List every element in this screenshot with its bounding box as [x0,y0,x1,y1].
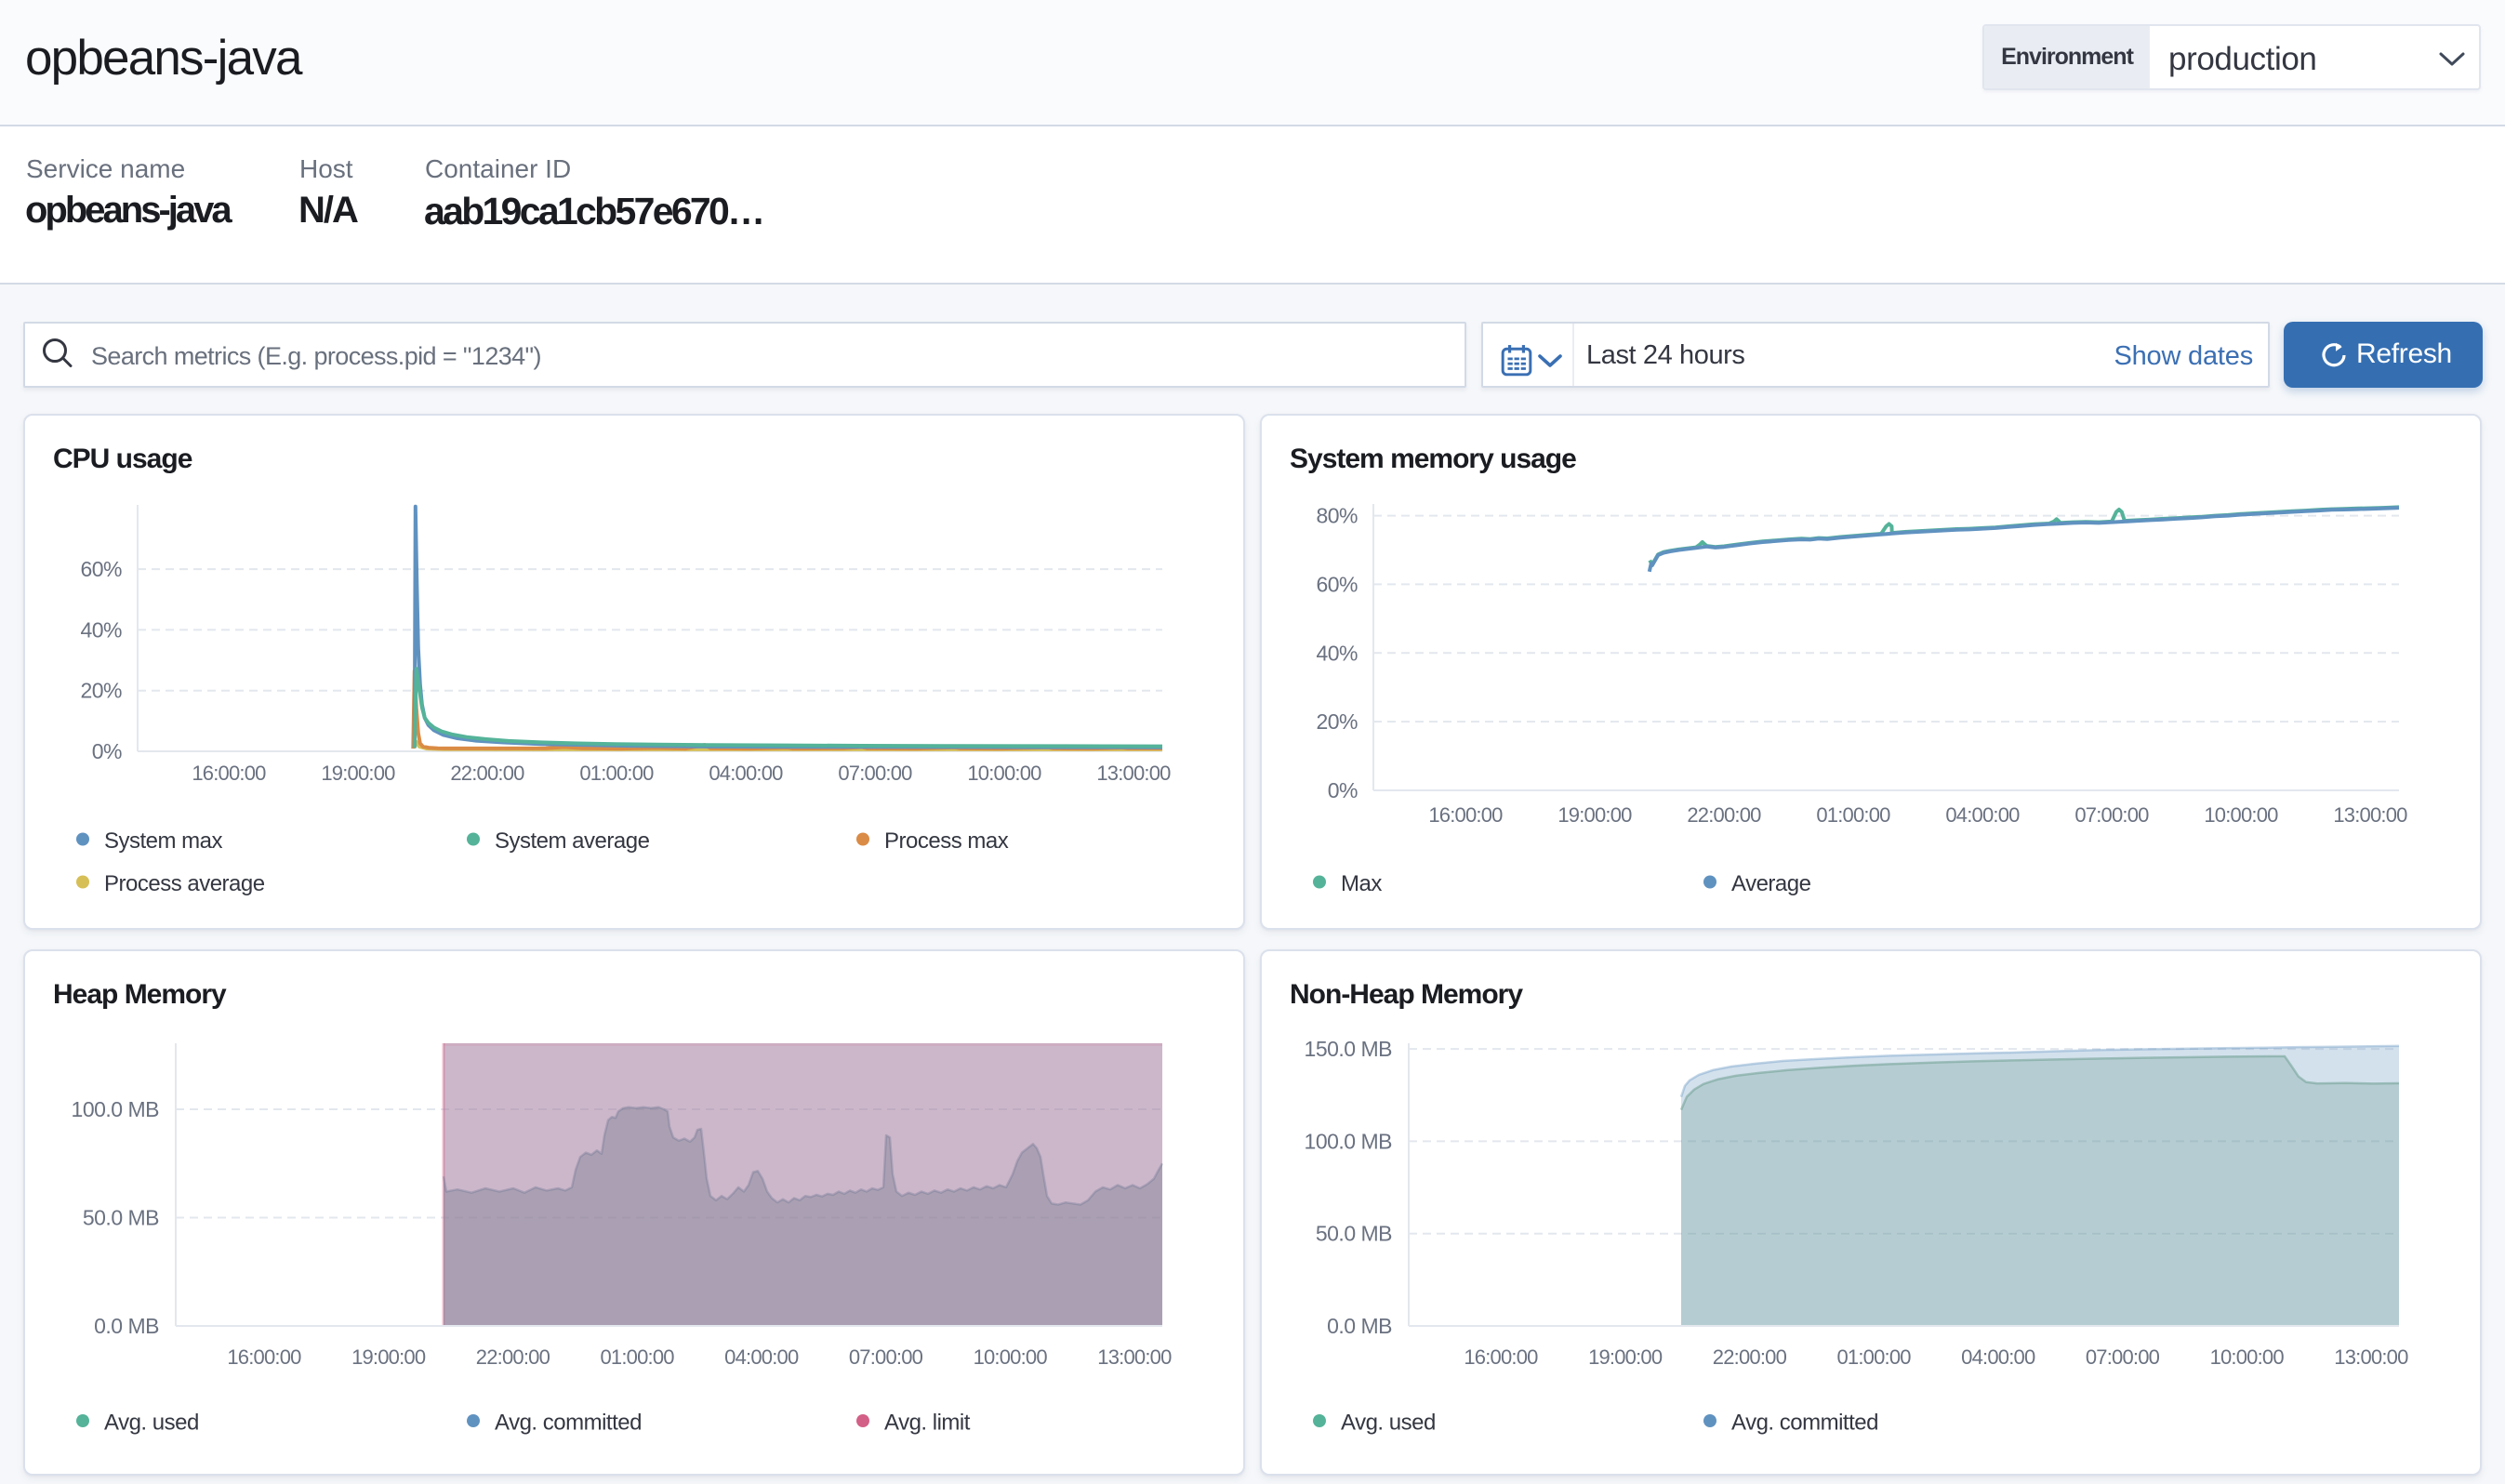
svg-text:04:00:00: 04:00:00 [1945,803,2020,827]
svg-text:60%: 60% [80,557,122,581]
svg-text:100.0 MB: 100.0 MB [1305,1129,1393,1153]
svg-text:10:00:00: 10:00:00 [967,762,1041,785]
svg-text:07:00:00: 07:00:00 [2074,803,2149,827]
svg-text:19:00:00: 19:00:00 [1557,803,1632,827]
svg-text:22:00:00: 22:00:00 [1687,803,1761,827]
svg-text:10:00:00: 10:00:00 [974,1345,1048,1369]
svg-text:07:00:00: 07:00:00 [849,1345,923,1369]
svg-text:0.0 MB: 0.0 MB [94,1314,159,1338]
svg-text:07:00:00: 07:00:00 [2086,1345,2160,1369]
svg-text:04:00:00: 04:00:00 [724,1345,799,1369]
svg-text:01:00:00: 01:00:00 [600,1345,674,1369]
svg-text:0.0 MB: 0.0 MB [1327,1314,1392,1338]
svg-text:22:00:00: 22:00:00 [450,762,524,785]
svg-text:16:00:00: 16:00:00 [1428,803,1503,827]
svg-text:13:00:00: 13:00:00 [1096,762,1171,785]
svg-text:04:00:00: 04:00:00 [709,762,783,785]
svg-text:19:00:00: 19:00:00 [1588,1345,1663,1369]
svg-text:System average: System average [495,828,650,854]
svg-text:40%: 40% [80,617,122,642]
svg-text:16:00:00: 16:00:00 [227,1345,301,1369]
svg-text:150.0 MB: 150.0 MB [1305,1037,1393,1061]
svg-text:0%: 0% [1328,778,1358,802]
svg-text:50.0 MB: 50.0 MB [83,1206,159,1230]
svg-text:22:00:00: 22:00:00 [1713,1345,1787,1369]
svg-text:16:00:00: 16:00:00 [192,762,266,785]
svg-text:Avg. used: Avg. used [1341,1411,1436,1436]
svg-text:50.0 MB: 50.0 MB [1316,1222,1392,1246]
svg-text:Avg. used: Avg. used [104,1411,199,1436]
svg-text:Average: Average [1731,871,1811,896]
svg-text:Process average: Process average [104,871,265,896]
svg-text:16:00:00: 16:00:00 [1464,1345,1538,1369]
svg-text:Process max: Process max [884,828,1009,854]
svg-text:40%: 40% [1316,641,1358,665]
svg-text:22:00:00: 22:00:00 [476,1345,550,1369]
svg-text:10:00:00: 10:00:00 [2210,1345,2285,1369]
svg-text:Avg. limit: Avg. limit [884,1411,971,1436]
svg-text:13:00:00: 13:00:00 [2334,1345,2408,1369]
svg-text:60%: 60% [1316,572,1358,596]
svg-text:80%: 80% [1316,504,1358,528]
svg-text:20%: 20% [1316,709,1358,734]
svg-text:01:00:00: 01:00:00 [1836,1345,1911,1369]
svg-text:13:00:00: 13:00:00 [2333,803,2407,827]
svg-text:04:00:00: 04:00:00 [1961,1345,2035,1369]
svg-text:Avg. committed: Avg. committed [1731,1411,1878,1436]
svg-text:20%: 20% [80,679,122,703]
svg-text:01:00:00: 01:00:00 [579,762,654,785]
svg-text:19:00:00: 19:00:00 [351,1345,426,1369]
svg-text:01:00:00: 01:00:00 [1816,803,1890,827]
svg-text:07:00:00: 07:00:00 [838,762,912,785]
svg-text:100.0 MB: 100.0 MB [72,1097,160,1121]
svg-text:13:00:00: 13:00:00 [1097,1345,1172,1369]
svg-text:System max: System max [104,828,223,854]
svg-text:Max: Max [1341,871,1382,896]
svg-text:10:00:00: 10:00:00 [2204,803,2278,827]
svg-text:Avg. committed: Avg. committed [495,1411,642,1436]
svg-text:0%: 0% [92,739,122,763]
svg-text:19:00:00: 19:00:00 [321,762,395,785]
